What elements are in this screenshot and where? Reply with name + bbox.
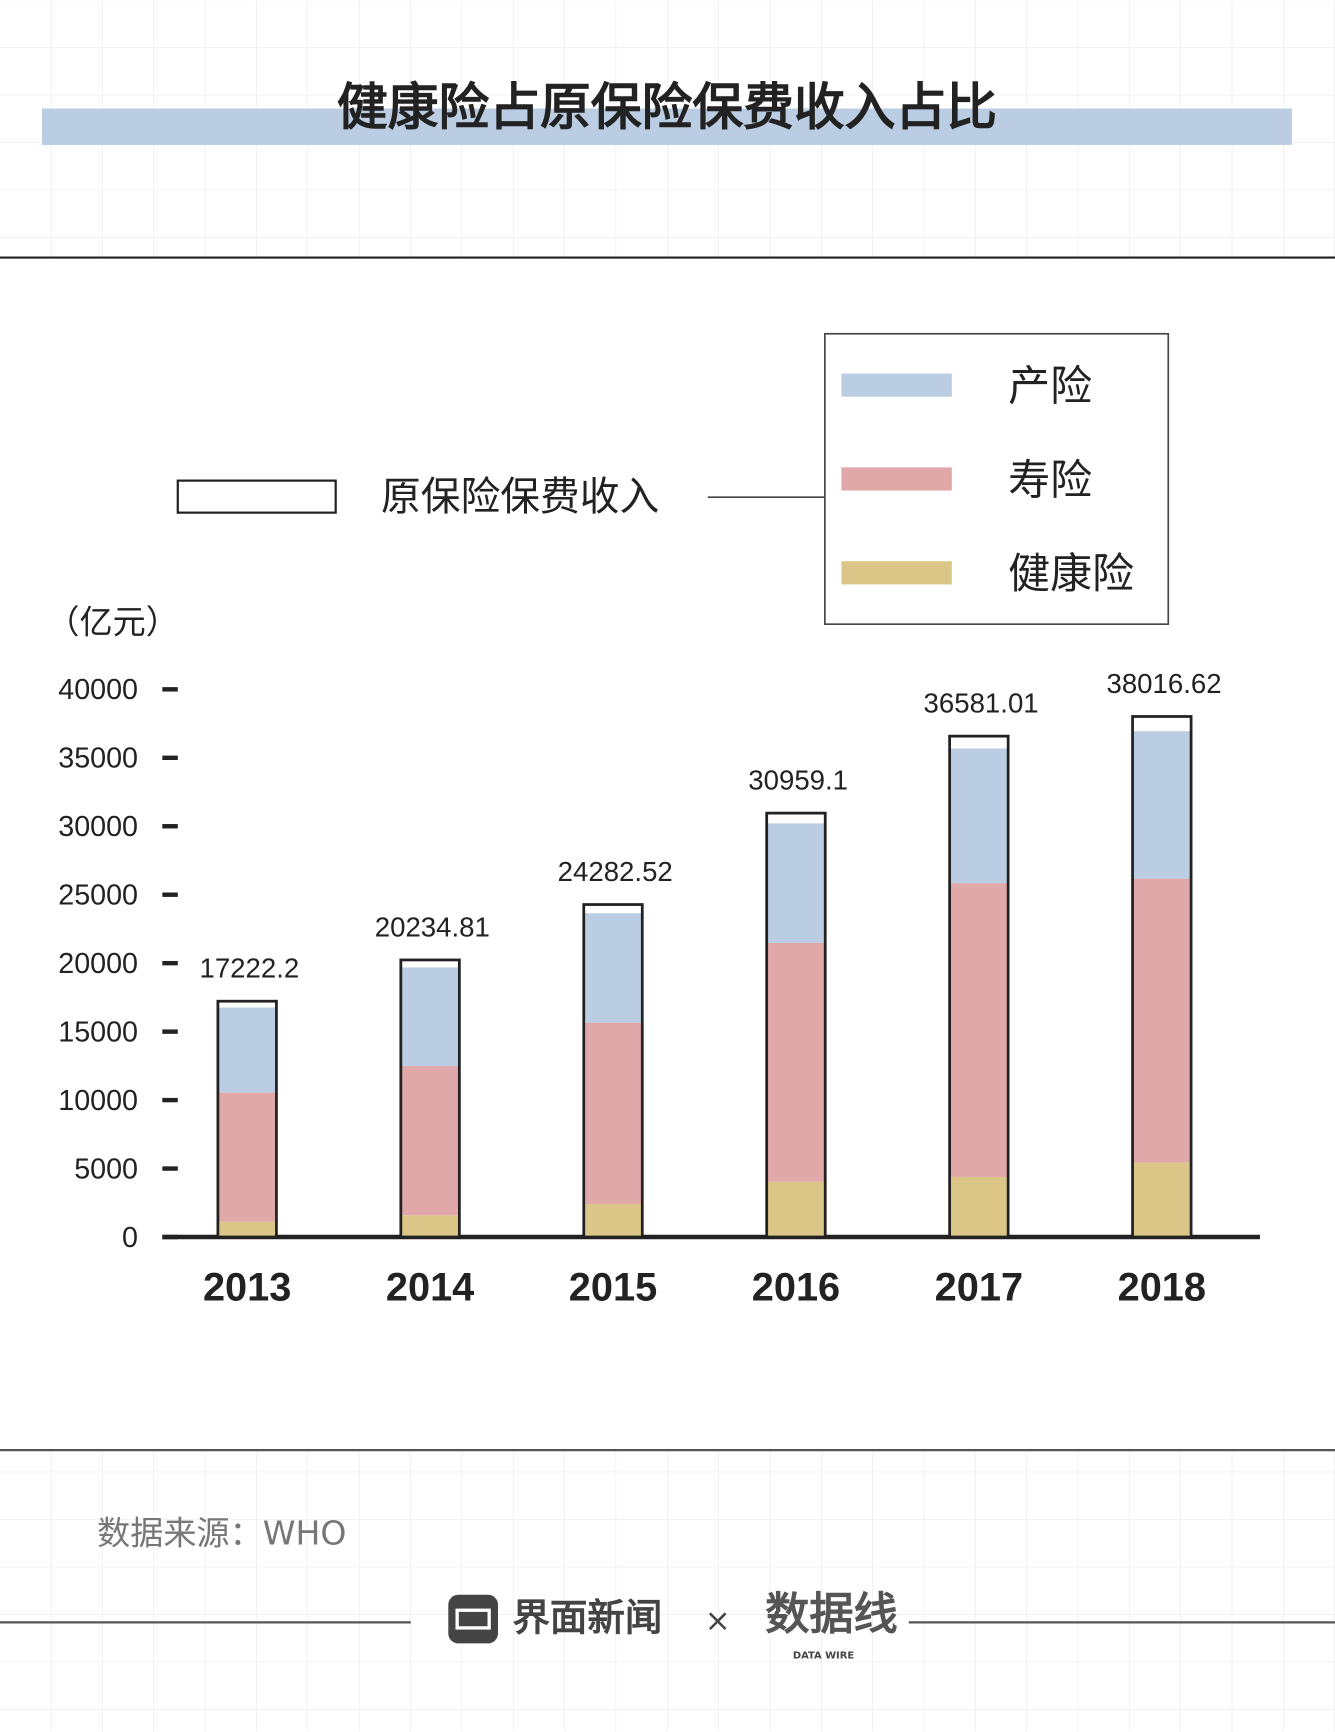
value-label: 30959.1 bbox=[748, 764, 848, 795]
legend-total-swatch bbox=[176, 479, 337, 514]
bar-segment bbox=[583, 1022, 643, 1205]
value-label: 36581.01 bbox=[924, 688, 1039, 719]
bar-segment bbox=[1132, 731, 1192, 879]
brand-name: 界面新闻 bbox=[512, 1596, 662, 1640]
y-tick-label: 40000 bbox=[58, 674, 138, 706]
bar-segment bbox=[1132, 1162, 1192, 1238]
x-tick-label: 2014 bbox=[386, 1266, 474, 1310]
partner-name: 数据线 bbox=[765, 1589, 897, 1640]
bar-segment bbox=[949, 883, 1009, 1177]
total-outline bbox=[399, 958, 461, 1239]
chart-title: 健康险占原保险保费收入占比 bbox=[337, 78, 997, 137]
title-band bbox=[41, 108, 1292, 145]
brand-icon bbox=[448, 1594, 499, 1644]
x-tick-label: 2013 bbox=[203, 1266, 291, 1310]
y-tick-label: 35000 bbox=[58, 743, 138, 775]
brand-icon-inner bbox=[455, 1608, 491, 1630]
bar-segment bbox=[217, 1007, 277, 1093]
bar-segment bbox=[217, 1092, 277, 1222]
footer-grid bbox=[0, 1450, 1335, 1732]
partner-sub: DATA WIRE bbox=[793, 1651, 855, 1662]
legend-label: 健康险 bbox=[1008, 549, 1134, 598]
bar-segment bbox=[400, 1215, 460, 1238]
y-tick-label: 0 bbox=[122, 1222, 138, 1254]
bar-segment bbox=[583, 913, 643, 1023]
legend-label: 寿险 bbox=[1008, 455, 1092, 504]
x-tick-label: 2015 bbox=[569, 1266, 657, 1310]
bar-segment bbox=[766, 1181, 826, 1238]
legend-label: 产险 bbox=[1008, 361, 1092, 410]
legend-swatch bbox=[841, 373, 952, 397]
value-label: 17222.2 bbox=[199, 953, 299, 984]
separator: × bbox=[705, 1603, 731, 1639]
value-label: 24282.52 bbox=[558, 856, 673, 887]
y-tick-label: 30000 bbox=[58, 811, 138, 843]
value-label: 20234.81 bbox=[375, 911, 490, 942]
y-tick-label: 10000 bbox=[58, 1085, 138, 1117]
x-tick-label: 2018 bbox=[1118, 1266, 1206, 1310]
legend-swatch bbox=[841, 561, 952, 585]
source: 数据来源：WHO bbox=[97, 1514, 346, 1553]
bar-segment bbox=[1132, 878, 1192, 1163]
total-outline bbox=[948, 734, 1010, 1239]
legend-swatch bbox=[841, 467, 952, 491]
bar-segment bbox=[400, 1066, 460, 1216]
bar-segment bbox=[583, 1204, 643, 1238]
bar-segment bbox=[400, 967, 460, 1067]
y-tick-label: 25000 bbox=[58, 879, 138, 911]
bar-segment bbox=[949, 748, 1009, 884]
total-outline bbox=[1131, 715, 1193, 1239]
total-outline bbox=[582, 903, 644, 1239]
x-tick-label: 2016 bbox=[752, 1266, 840, 1310]
bar-segment bbox=[766, 942, 826, 1182]
total-outline bbox=[216, 999, 278, 1239]
x-tick-label: 2017 bbox=[935, 1266, 1023, 1310]
value-label: 38016.62 bbox=[1106, 668, 1221, 699]
total-outline bbox=[765, 811, 827, 1239]
bar-segment bbox=[949, 1176, 1009, 1238]
y-axis-label: （亿元） bbox=[46, 603, 178, 642]
y-tick-label: 20000 bbox=[58, 948, 138, 980]
bar-segment bbox=[217, 1221, 277, 1238]
y-tick-label: 15000 bbox=[58, 1016, 138, 1048]
y-tick-label: 5000 bbox=[74, 1153, 138, 1185]
bar-segment bbox=[766, 823, 826, 943]
legend-total-label: 原保险保费收入 bbox=[381, 474, 659, 520]
